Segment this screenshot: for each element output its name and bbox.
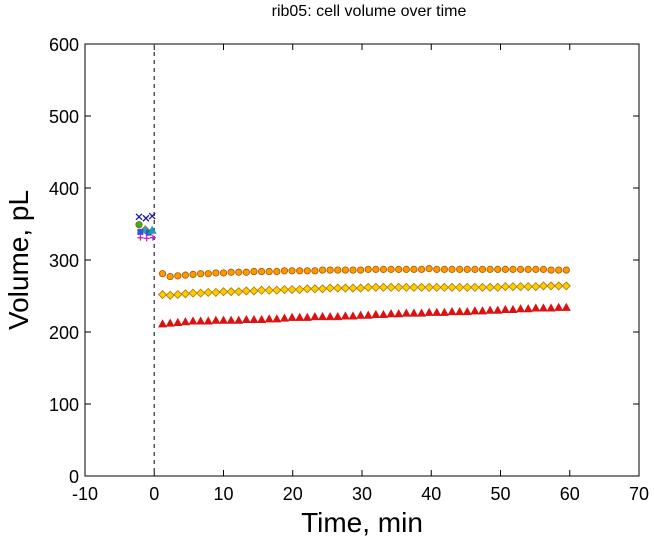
- data-point: [396, 266, 402, 272]
- data-point: [197, 270, 203, 276]
- data-point: [555, 267, 561, 273]
- data-point: [434, 266, 440, 272]
- data-point: [136, 222, 142, 228]
- series-green-circle: [136, 222, 142, 228]
- data-point: [327, 267, 333, 273]
- data-point: [350, 267, 356, 273]
- data-point: [228, 269, 234, 275]
- y-tick-label: 400: [49, 179, 79, 199]
- x-axis-label: Time, min: [301, 507, 423, 538]
- series-magenta-plus: [137, 235, 155, 242]
- data-point: [449, 266, 455, 272]
- data-point: [137, 229, 143, 235]
- x-tick-label: 20: [283, 484, 303, 504]
- data-point: [304, 268, 310, 274]
- x-tick-label: -10: [72, 484, 98, 504]
- data-point: [533, 266, 539, 272]
- data-point: [472, 266, 478, 272]
- data-point: [357, 267, 363, 273]
- data-point: [182, 272, 188, 278]
- x-tick-labels: -10 0 10 20 30 40 50 60 70: [72, 484, 649, 504]
- data-point: [281, 268, 287, 274]
- data-point: [495, 266, 501, 272]
- data-point: [319, 267, 325, 273]
- chart-title: rib05: cell volume over time: [272, 3, 467, 20]
- x-tick-label: 70: [629, 484, 649, 504]
- plot-area-frame: [85, 44, 639, 476]
- data-point: [464, 266, 470, 272]
- data-point: [266, 268, 272, 274]
- y-tick-label: 600: [49, 35, 79, 55]
- data-point: [167, 273, 173, 279]
- data-point: [380, 266, 386, 272]
- y-tick-label: 500: [49, 107, 79, 127]
- x-tick-label: 10: [213, 484, 233, 504]
- data-point: [548, 267, 554, 273]
- data-point: [365, 266, 371, 272]
- data-point: [403, 266, 409, 272]
- data-point: [456, 266, 462, 272]
- data-point: [373, 266, 379, 272]
- y-axis-label: Volume, pL: [3, 190, 34, 330]
- data-point: [274, 268, 280, 274]
- data-point: [251, 268, 257, 274]
- data-point: [502, 266, 508, 272]
- data-point: [258, 268, 264, 274]
- x-tick-label: 40: [421, 484, 441, 504]
- y-tick-label: 100: [49, 395, 79, 415]
- data-point: [510, 266, 516, 272]
- data-point: [487, 266, 493, 272]
- y-tick-labels: 0 100 200 300 400 500 600: [49, 35, 79, 487]
- x-tick-label: 60: [560, 484, 580, 504]
- data-point: [296, 268, 302, 274]
- data-point: [236, 269, 242, 275]
- data-point: [220, 270, 226, 276]
- data-point: [426, 265, 432, 271]
- data-point: [312, 268, 318, 274]
- y-tick-label: 300: [49, 251, 79, 271]
- data-point: [411, 266, 417, 272]
- data-point: [525, 266, 531, 272]
- x-tick-label: 30: [352, 484, 372, 504]
- data-point: [335, 267, 341, 273]
- data-point: [479, 266, 485, 272]
- data-point: [342, 267, 348, 273]
- data-point: [388, 266, 394, 272]
- data-point: [517, 266, 523, 272]
- y-tick-label: 0: [69, 467, 79, 487]
- data-point: [213, 270, 219, 276]
- data-point: [175, 273, 181, 279]
- data-point: [205, 270, 211, 276]
- x-tick-label: 0: [149, 484, 159, 504]
- x-tick-label: 50: [490, 484, 510, 504]
- data-point: [418, 266, 424, 272]
- data-point: [563, 267, 569, 273]
- data-point: [243, 269, 249, 275]
- data-point: [289, 268, 295, 274]
- data-point: [540, 266, 546, 272]
- y-tick-label: 200: [49, 323, 79, 343]
- data-point: [441, 266, 447, 272]
- data-point: [159, 270, 165, 276]
- data-point: [190, 271, 196, 277]
